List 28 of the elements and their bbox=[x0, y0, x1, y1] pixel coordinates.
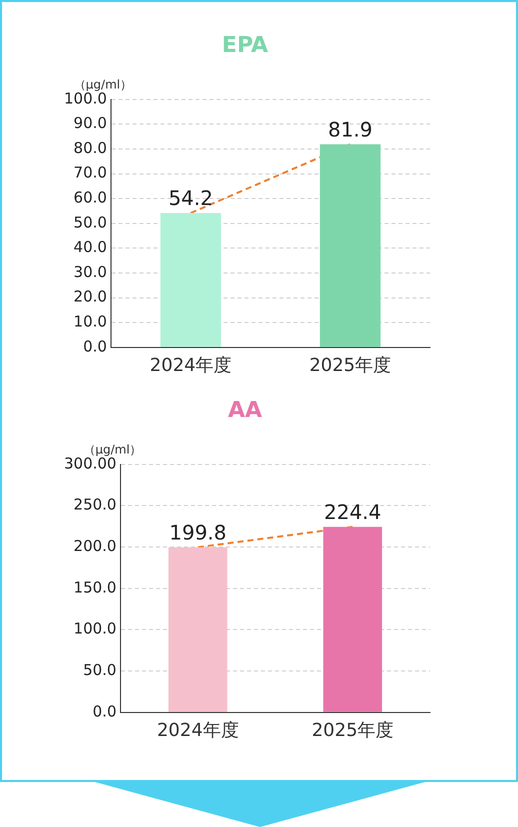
y-tick-label: 20.0 bbox=[74, 288, 107, 306]
y-tick-label: 70.0 bbox=[74, 164, 107, 182]
y-axis-title: （μg/ml） bbox=[83, 442, 142, 457]
chart-title: AA bbox=[228, 398, 262, 423]
y-tick-label: 150.0 bbox=[74, 578, 116, 596]
y-tick-label: 30.0 bbox=[74, 262, 107, 281]
y-tick-label: 60.0 bbox=[74, 188, 107, 206]
data-label: 54.2 bbox=[168, 186, 213, 210]
y-tick-label: 90.0 bbox=[74, 114, 107, 132]
data-label: 199.8 bbox=[169, 520, 226, 544]
y-tick-label: 80.0 bbox=[74, 138, 107, 157]
x-tick-label: 2024年度 bbox=[150, 354, 232, 376]
x-tick-label: 2024年度 bbox=[156, 720, 239, 741]
data-label: 81.9 bbox=[328, 117, 372, 142]
x-tick-label: 2025年度 bbox=[312, 720, 394, 741]
y-axis-title: （μg/ml） bbox=[74, 78, 132, 92]
y-tick-label: 10.0 bbox=[74, 312, 107, 330]
y-tick-label: 40.0 bbox=[74, 238, 107, 256]
y-tick-label: 50.0 bbox=[74, 213, 107, 232]
y-tick-label: 250.0 bbox=[74, 496, 116, 514]
data-label: 224.4 bbox=[324, 500, 382, 524]
y-tick-label: 100.0 bbox=[74, 620, 116, 638]
chart-title: EPA bbox=[222, 32, 268, 58]
y-tick-label: 50.0 bbox=[83, 660, 116, 679]
y-tick-label: 200.0 bbox=[74, 536, 116, 555]
x-tick-label: 2025年度 bbox=[309, 354, 392, 376]
y-tick-label: 0.0 bbox=[83, 337, 107, 356]
y-tick-label: 0.0 bbox=[92, 702, 116, 720]
